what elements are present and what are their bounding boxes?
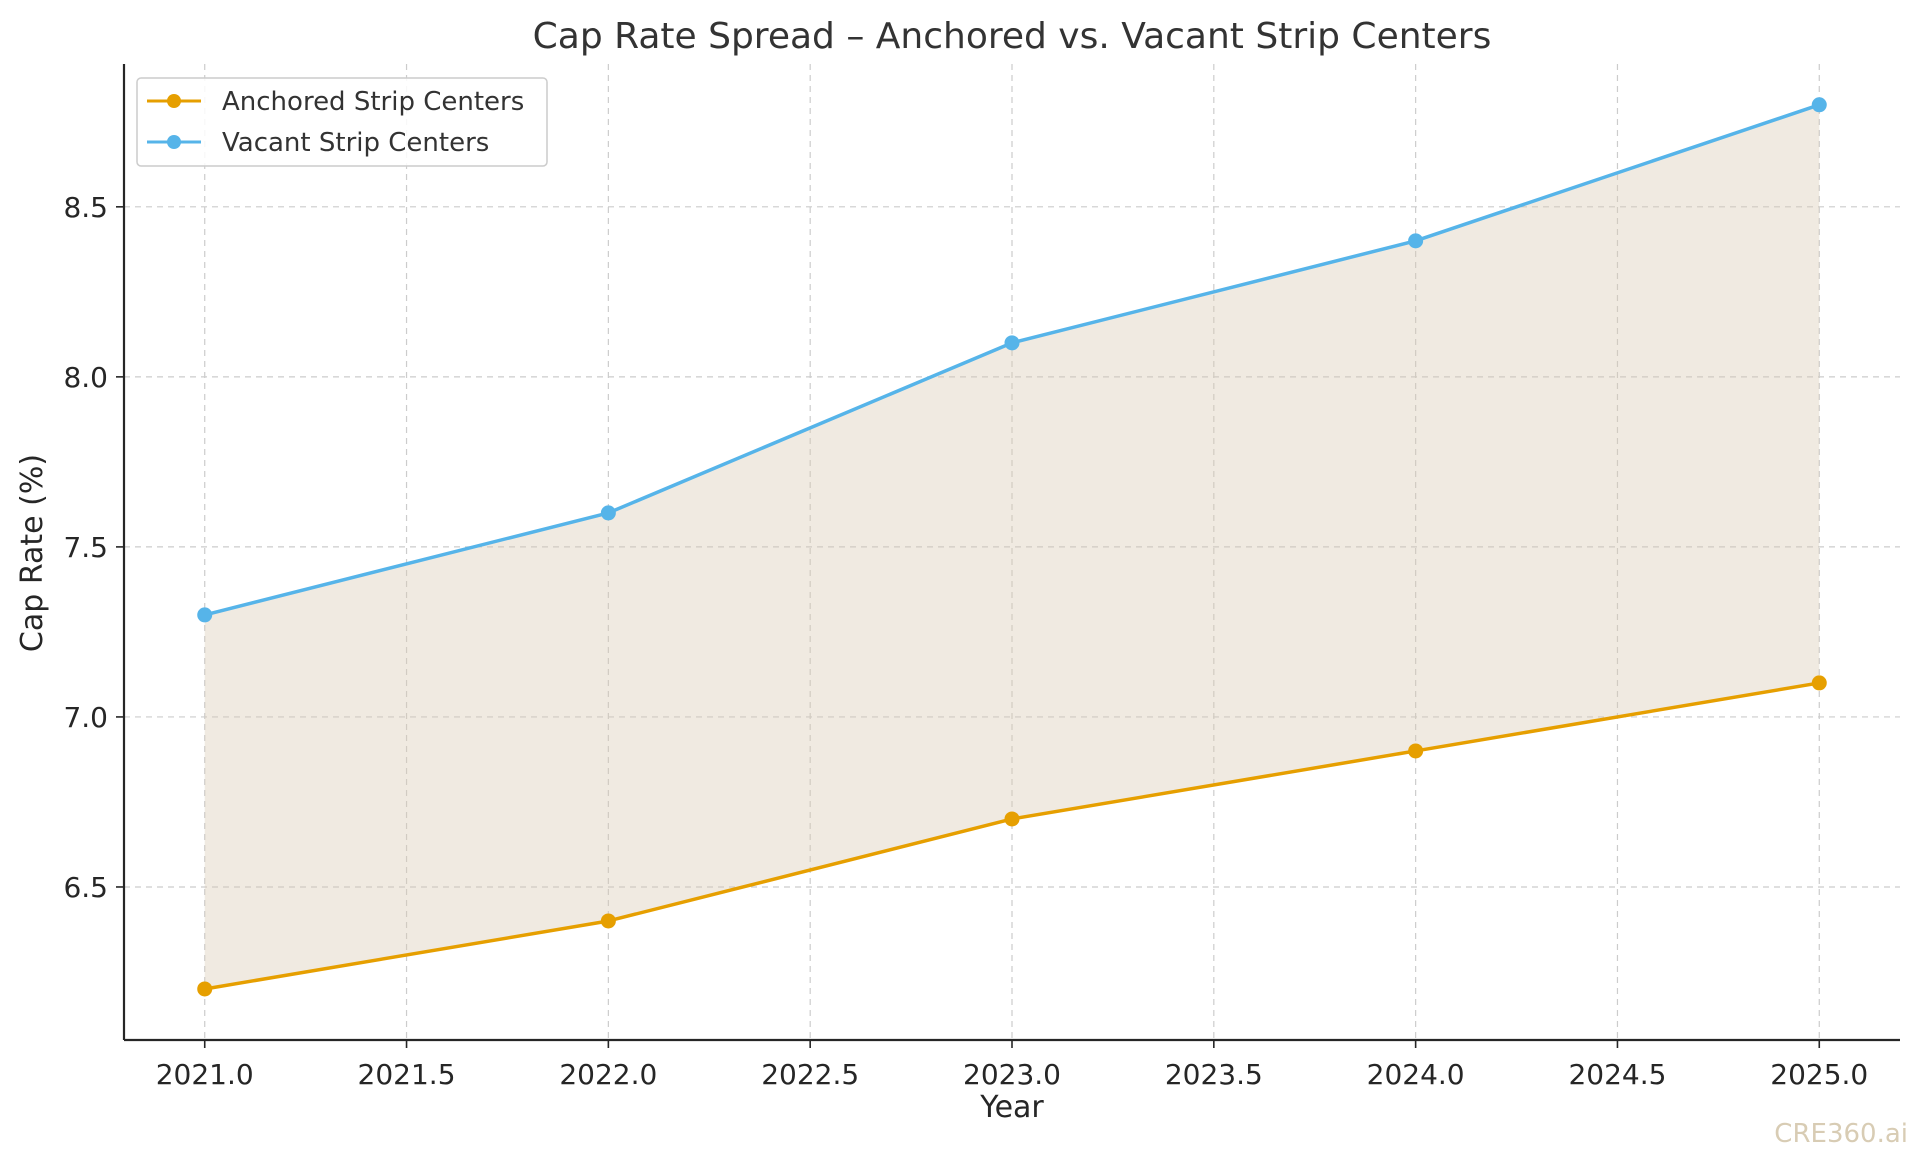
x-axis-label: Year bbox=[979, 1090, 1044, 1125]
watermark: CRE360.ai bbox=[1774, 1119, 1908, 1149]
x-tick-label: 2025.0 bbox=[1770, 1058, 1868, 1091]
y-tick-label: 7.0 bbox=[63, 701, 108, 734]
x-tick-label: 2022.0 bbox=[559, 1058, 657, 1091]
legend-marker-vacant bbox=[167, 135, 181, 149]
data-point-vacant bbox=[1811, 97, 1827, 113]
y-tick-label: 6.5 bbox=[63, 871, 108, 904]
data-point-vacant bbox=[197, 607, 213, 623]
x-tick-label: 2021.0 bbox=[156, 1058, 254, 1091]
data-point-anchored bbox=[1004, 811, 1020, 827]
legend-label-anchored: Anchored Strip Centers bbox=[222, 87, 524, 117]
data-point-anchored bbox=[600, 913, 616, 929]
x-tick-label: 2024.5 bbox=[1568, 1058, 1666, 1091]
spread-area bbox=[204, 104, 1820, 989]
y-tick-label: 8.0 bbox=[63, 361, 108, 394]
data-point-anchored bbox=[1811, 675, 1827, 691]
data-point-vacant bbox=[600, 505, 616, 521]
data-point-vacant bbox=[1408, 233, 1424, 249]
y-tick-label: 8.5 bbox=[63, 191, 108, 224]
x-tick-label: 2024.0 bbox=[1367, 1058, 1465, 1091]
x-tick-label: 2022.5 bbox=[761, 1058, 859, 1091]
tick-labels: 2021.0 2021.5 2022.0 2022.5 2023.0 2023.5 2024… bbox=[63, 191, 1868, 1091]
grid-lines bbox=[124, 64, 1900, 1040]
legend-label-vacant: Vacant Strip Centers bbox=[222, 128, 489, 158]
data-point-anchored bbox=[1408, 743, 1424, 759]
x-tick-label: 2021.5 bbox=[358, 1058, 456, 1091]
legend-frame bbox=[136, 77, 548, 167]
x-tick-label: 2023.5 bbox=[1165, 1058, 1263, 1091]
data-point-anchored bbox=[197, 981, 213, 997]
data-point-vacant bbox=[1004, 335, 1020, 351]
legend: Anchored Strip Centers Vacant Strip Cent… bbox=[136, 77, 548, 167]
spread-fill bbox=[204, 104, 1820, 989]
chart-title: Cap Rate Spread – Anchored vs. Vacant St… bbox=[533, 16, 1492, 57]
y-axis-label: Cap Rate (%) bbox=[15, 454, 50, 652]
y-tick-label: 7.5 bbox=[63, 531, 108, 564]
legend-marker-anchored bbox=[167, 94, 181, 108]
x-tick-label: 2023.0 bbox=[963, 1058, 1061, 1091]
series-lines bbox=[197, 97, 1827, 997]
